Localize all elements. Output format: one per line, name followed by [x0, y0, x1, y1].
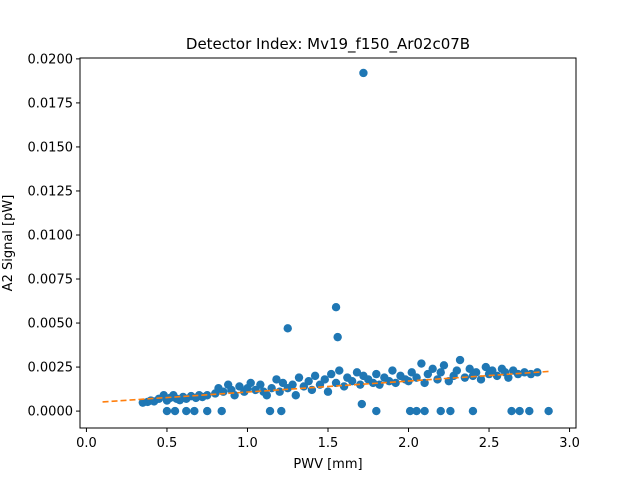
y-axis-title: A2 Signal [pW]: [1, 195, 16, 292]
x-tick-label: 1.0: [237, 436, 258, 451]
data-point: [504, 373, 513, 382]
data-point: [320, 375, 329, 384]
data-point: [465, 364, 474, 374]
x-tick-label: 2.0: [398, 436, 419, 451]
data-point: [331, 302, 341, 312]
data-point: [310, 371, 320, 381]
y-tick-label: 0.0050: [28, 317, 74, 332]
data-point: [525, 406, 534, 416]
data-point: [288, 380, 297, 389]
data-point: [277, 406, 286, 416]
data-point: [331, 378, 341, 388]
y-tick-label: 0.0100: [28, 228, 74, 243]
data-point: [182, 406, 191, 416]
data-point: [190, 406, 199, 416]
data-point: [420, 406, 429, 416]
data-point: [492, 371, 502, 381]
data-point: [357, 399, 367, 409]
x-tick-label: 2.5: [479, 436, 500, 451]
data-point: [452, 366, 462, 375]
x-tick-label: 1.5: [318, 436, 339, 451]
y-axis: 0.0000 0.0025 0.0050 0.0075 0.0100 0.0125 0.01…: [28, 52, 80, 420]
data-point: [272, 375, 281, 384]
data-point: [333, 332, 342, 342]
x-axis: 0.0 0.5 1.0 1.5 2.0 2.5 3.0: [76, 428, 580, 451]
data-point: [162, 406, 172, 416]
data-point: [507, 406, 516, 416]
data-point: [265, 406, 275, 416]
data-point: [359, 68, 368, 78]
data-point: [544, 406, 553, 416]
data-point: [481, 362, 491, 372]
data-point: [476, 375, 486, 384]
data-point: [294, 373, 304, 382]
data-point: [446, 406, 455, 416]
data-point: [327, 369, 336, 379]
data-point: [275, 387, 284, 396]
data-point: [203, 406, 212, 416]
data-point: [468, 406, 478, 416]
data-point: [170, 406, 180, 416]
data-point: [391, 378, 400, 388]
data-point: [520, 368, 529, 377]
data-point: [246, 378, 255, 388]
data-point: [335, 366, 344, 375]
x-tick-label: 0.5: [157, 436, 178, 451]
fit-line: [102, 370, 549, 403]
data-point: [372, 369, 381, 379]
data-point: [417, 359, 426, 368]
x-tick-label: 0.0: [76, 436, 97, 451]
data-point: [455, 355, 465, 365]
y-tick-label: 0.0075: [28, 273, 74, 288]
data-point: [436, 368, 445, 377]
data-point: [388, 366, 397, 375]
x-tick-label: 3.0: [559, 436, 580, 451]
data-point: [356, 380, 365, 389]
y-tick-label: 0.0000: [28, 405, 74, 420]
data-marks: [138, 68, 553, 416]
data-point: [515, 406, 524, 416]
data-point: [323, 387, 333, 396]
x-axis-title: PWV [mm]: [293, 457, 362, 472]
data-point: [375, 380, 384, 389]
data-point: [412, 406, 421, 416]
y-tick-label: 0.0025: [28, 361, 74, 376]
data-point: [347, 376, 357, 386]
data-point: [372, 406, 381, 416]
y-tick-label: 0.0125: [28, 184, 74, 199]
data-point: [439, 361, 449, 370]
data-point: [339, 382, 349, 391]
data-point: [471, 368, 481, 377]
fit-layer: [102, 370, 549, 403]
data-point: [428, 364, 437, 374]
y-tick-label: 0.0175: [28, 96, 74, 111]
data-point: [217, 406, 226, 416]
data-point: [384, 376, 394, 386]
y-tick-label: 0.0150: [28, 140, 74, 155]
data-point: [291, 391, 300, 400]
data-point: [256, 380, 265, 389]
data-point: [304, 376, 313, 386]
data-point: [352, 368, 362, 377]
y-tick-label: 0.0200: [28, 52, 74, 67]
chart-title: Detector Index: Mv19_f150_Ar02c07B: [186, 35, 470, 54]
data-point: [405, 406, 415, 416]
data-point: [262, 391, 272, 400]
data-point: [436, 406, 445, 416]
data-point: [526, 369, 536, 379]
data-point: [283, 324, 292, 333]
